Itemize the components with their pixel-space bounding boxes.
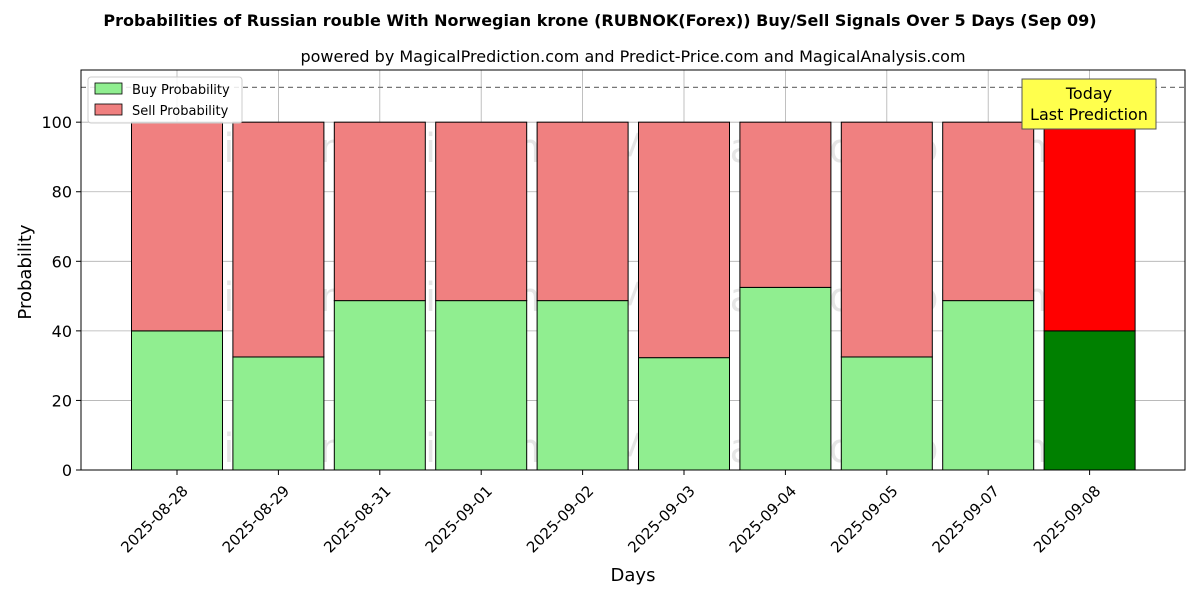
x-tick-label: 2025-09-05 [827, 482, 901, 556]
y-tick-label: 60 [52, 252, 72, 271]
bars-layer [131, 121, 1136, 471]
bar-buy [638, 357, 730, 471]
bar-buy [536, 300, 629, 471]
bar-buy [942, 300, 1035, 471]
bar-sell [333, 121, 426, 302]
bar-buy [131, 330, 223, 471]
bar-buy [333, 300, 426, 471]
x-tick-label: 2025-08-29 [219, 482, 293, 556]
bar-sell [536, 121, 629, 302]
y-tick-label: 20 [52, 391, 72, 410]
legend-label-buy: Buy Probability [132, 83, 230, 98]
bar-sell [131, 121, 223, 332]
x-tick-label: 2025-09-08 [1030, 482, 1104, 556]
annotation-box [1021, 78, 1157, 130]
bar-buy [232, 356, 325, 471]
y-tick-label: 80 [52, 183, 72, 202]
plot-frame [80, 69, 1186, 471]
annotation-line-2: Last Prediction [1030, 105, 1148, 124]
x-tick-label: 2025-08-28 [117, 482, 191, 556]
y-tick-label: 0 [62, 461, 72, 480]
annotation-line-1: Today [1065, 84, 1112, 103]
legend-swatch-sell [94, 103, 123, 116]
x-tick-label: 2025-09-03 [624, 482, 698, 556]
bar-sell [638, 121, 730, 359]
y-tick-label: 40 [52, 322, 72, 341]
bar-sell [1043, 121, 1136, 332]
chart-subtitle: powered by MagicalPrediction.com and Pre… [300, 47, 965, 66]
bar-buy [1043, 330, 1136, 471]
bar-sell [942, 121, 1035, 302]
y-tick-label: 100 [41, 113, 72, 132]
bar-buy [739, 286, 832, 471]
legend-label-sell: Sell Probability [132, 104, 229, 119]
bar-sell [232, 121, 325, 358]
bar-sell [739, 121, 832, 288]
x-tick-label: 2025-09-07 [929, 482, 1003, 556]
x-tick-label: 2025-08-31 [320, 482, 394, 556]
chart-title: Probabilities of Russian rouble With Nor… [103, 11, 1096, 30]
bar-buy [435, 300, 528, 471]
x-tick-label: 2025-09-01 [422, 482, 496, 556]
today-annotation: Today Last Prediction [1021, 78, 1157, 130]
bar-buy [840, 356, 933, 471]
x-axis-label: Days [611, 565, 656, 586]
bar-sell [435, 121, 528, 302]
legend-swatch-buy [94, 82, 123, 95]
legend-box [87, 76, 243, 124]
y-axis-label: Probability [15, 224, 36, 319]
x-tick-label: 2025-09-04 [726, 482, 800, 556]
legend: Buy Probability Sell Probability [87, 76, 243, 124]
x-tick-label: 2025-09-02 [523, 482, 597, 556]
bar-sell [840, 121, 933, 358]
